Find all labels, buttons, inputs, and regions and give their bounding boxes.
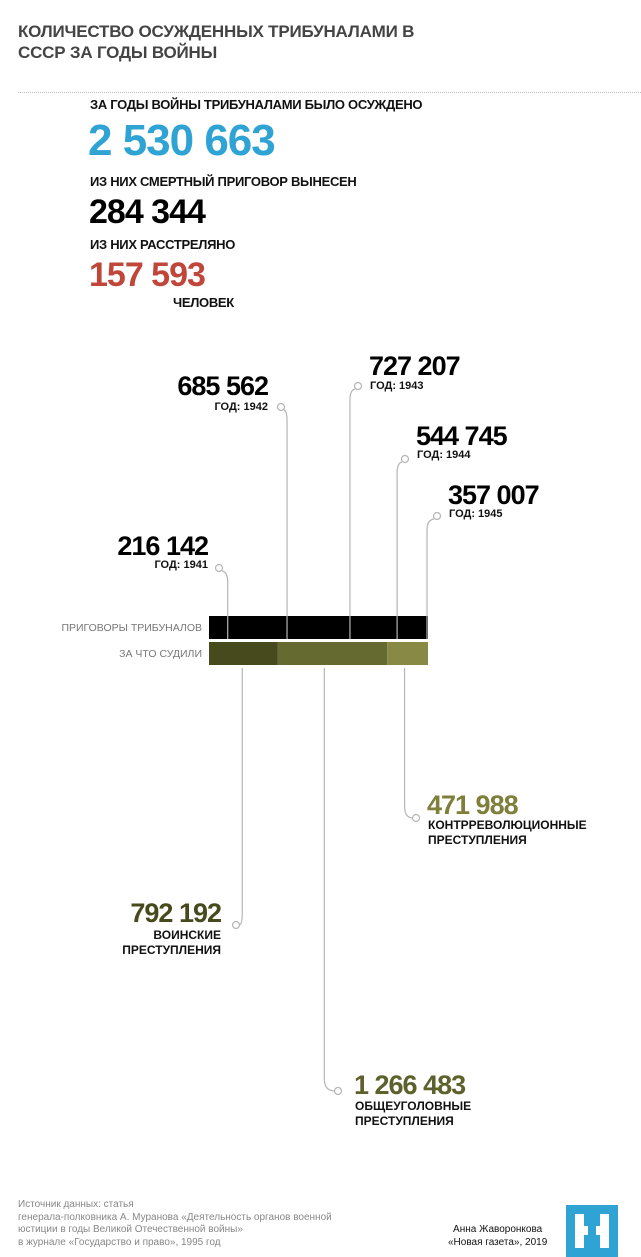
- value-counterrevolutionary: 471 988: [427, 790, 519, 820]
- bar-segment-1-1: [277, 642, 388, 665]
- category-dot-0: [231, 920, 241, 930]
- total-caption: ЗА ГОДЫ ВОЙНЫ ТРИБУНАЛАМИ БЫЛО ОСУЖДЕНО: [90, 97, 423, 112]
- label-military: ВОИНСКИЕ ПРЕСТУПЛЕНИЯ: [122, 928, 221, 957]
- category-leader-2: [403, 668, 414, 819]
- category-leader-1: [323, 668, 336, 1092]
- leader-dot-1: [276, 402, 286, 412]
- bar-segment-0-4: [397, 616, 428, 639]
- leader-dot-3: [400, 454, 410, 464]
- row-label-sentences: ПРИГОВОРЫ ТРИБУНАЛОВ: [61, 622, 202, 634]
- source-note: Источник данных: статья генерала-полковни…: [18, 1199, 332, 1248]
- leader-line-0: [221, 570, 229, 639]
- value-1944: 544 745: [416, 421, 508, 451]
- bar-segment-0-3: [349, 616, 398, 639]
- leader-dot-0: [214, 563, 224, 573]
- value-military: 792 192: [130, 898, 222, 928]
- value-1942: 685 562: [177, 371, 269, 401]
- novaya-gazeta-logo: [566, 1205, 618, 1257]
- leader-line-4: [426, 518, 435, 639]
- value-1943: 727 207: [369, 351, 461, 381]
- year-1941: ГОД: 1941: [154, 559, 208, 571]
- unit-label: ЧЕЛОВЕК: [173, 295, 234, 310]
- year-1943: ГОД: 1943: [370, 380, 424, 392]
- bar-segment-0-1: [227, 616, 288, 639]
- category-leader-0: [238, 668, 243, 926]
- value-1941: 216 142: [117, 531, 209, 561]
- total-value: 2 530 663: [88, 116, 276, 165]
- bar-segment-0-2: [287, 616, 350, 639]
- author-credit: Анна Жаворонкова «Новая газета», 2019: [448, 1224, 548, 1248]
- value-1945: 357 007: [448, 480, 540, 510]
- page-title: КОЛИЧЕСТВО ОСУЖДЕННЫХ ТРИБУНАЛАМИ В СССР…: [18, 22, 415, 62]
- year-1944: ГОД: 1944: [417, 449, 471, 461]
- leader-line-3: [396, 461, 403, 639]
- year-1942: ГОД: 1942: [214, 401, 268, 413]
- leader-line-2: [349, 388, 356, 639]
- year-1945: ГОД: 1945: [449, 508, 503, 520]
- value-general-criminal: 1 266 483: [354, 1070, 466, 1100]
- shot-caption: ИЗ НИХ РАССТРЕЛЯНО: [90, 237, 236, 252]
- bar-segment-1-0: [209, 642, 278, 665]
- label-counterrevolutionary: КОНТРРЕВОЛЮЦИОННЫЕ ПРЕСТУПЛЕНИЯ: [428, 818, 587, 847]
- bar-segment-0-0: [209, 616, 228, 639]
- row-label-reasons: ЗА ЧТО СУДИЛИ: [119, 648, 202, 660]
- category-dot-1: [333, 1086, 343, 1096]
- divider: [18, 92, 641, 93]
- label-general-criminal: ОБЩЕУГОЛОВНЫЕ ПРЕСТУПЛЕНИЯ: [355, 1099, 472, 1128]
- shot-value: 157 593: [89, 256, 206, 294]
- category-dot-2: [411, 813, 421, 823]
- death-caption: ИЗ НИХ СМЕРТНЫЙ ПРИГОВОР ВЫНЕСЕН: [90, 174, 357, 189]
- death-value: 284 344: [89, 193, 206, 231]
- bar-segment-1-2: [387, 642, 428, 665]
- leader-line-1: [283, 409, 288, 639]
- leader-dot-4: [432, 511, 442, 521]
- leader-dot-2: [353, 381, 363, 391]
